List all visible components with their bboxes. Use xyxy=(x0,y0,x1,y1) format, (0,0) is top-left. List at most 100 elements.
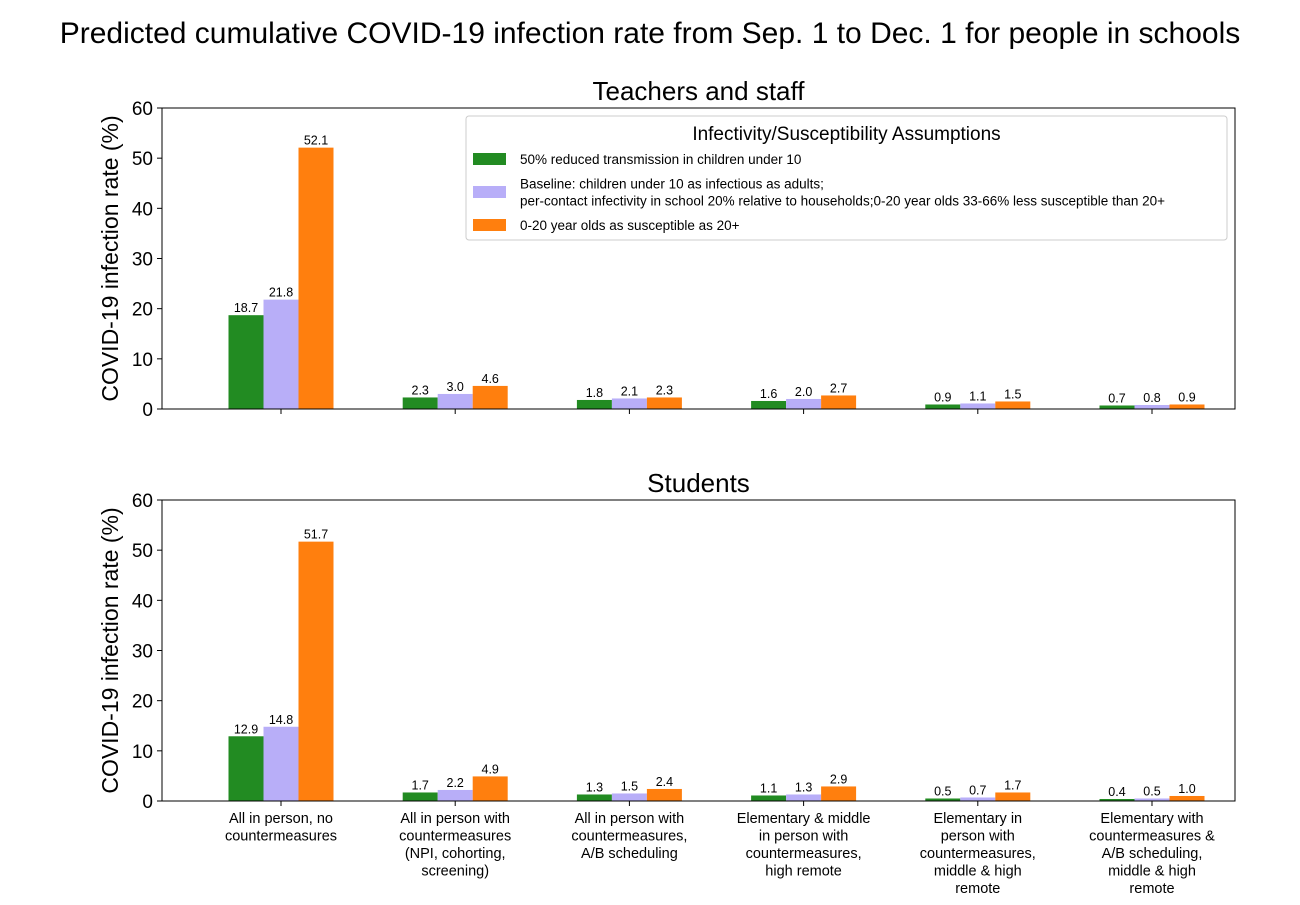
x-tick-label-line: (NPI, cohorting, xyxy=(405,846,506,862)
bar xyxy=(611,793,647,801)
bar xyxy=(751,795,787,801)
legend: Infectivity/Susceptibility Assumptions 50… xyxy=(465,115,1228,241)
x-tick-label-line: countermeasures xyxy=(225,829,337,845)
bar-label: 0.7 xyxy=(1108,391,1125,405)
bar xyxy=(786,398,822,409)
legend-entry-line: per-contact infectivity in school 20% re… xyxy=(520,194,1165,209)
x-tick-label-line: Elementary & middle xyxy=(737,811,871,827)
bar xyxy=(1169,795,1205,801)
x-tick-label: Elementary in person with countermeasures,… xyxy=(920,811,1036,897)
x-tick-label-line: countermeasures, xyxy=(920,846,1036,862)
bar-label: 1.5 xyxy=(1004,387,1021,401)
bar xyxy=(263,726,299,801)
bar xyxy=(646,397,682,409)
bar-label: 1.1 xyxy=(969,389,986,403)
bar xyxy=(437,789,473,801)
bar xyxy=(960,403,996,409)
bar xyxy=(298,541,334,801)
legend-entry-label: 0-20 year olds as susceptible as 20+ xyxy=(520,218,740,233)
y-tick-label: 0 xyxy=(142,792,153,813)
bar-label: 4.6 xyxy=(482,372,499,386)
x-tick-label: Elementary & middle in person with counter… xyxy=(737,811,871,880)
bar xyxy=(437,393,473,409)
bar-label: 2.2 xyxy=(447,776,464,790)
bar-label: 1.7 xyxy=(412,778,429,792)
bar xyxy=(751,400,787,409)
x-tick-label-line: countermeasures xyxy=(399,829,511,845)
bar-label: 0.8 xyxy=(1143,391,1160,405)
y-tick-label: 0 xyxy=(142,400,153,421)
bar xyxy=(925,798,961,801)
legend-entry-line: Baseline: children under 10 as infectiou… xyxy=(520,177,824,192)
panel-title: Teachers and staff xyxy=(593,76,806,106)
bar-label: 12.9 xyxy=(234,722,258,736)
bar-label: 0.7 xyxy=(969,783,986,797)
bar xyxy=(995,792,1031,801)
bar xyxy=(1134,798,1170,801)
bar xyxy=(472,385,508,409)
x-tick-label-line: All in person with xyxy=(400,811,510,827)
y-tick-label: 20 xyxy=(132,692,153,713)
bar xyxy=(576,399,612,409)
bar-label: 2.3 xyxy=(412,383,429,397)
bar-label: 0.9 xyxy=(1178,390,1195,404)
y-tick-label: 10 xyxy=(132,742,153,763)
panel-students: Students 12.9 1.7 1.3 1.1 0.5 0.4 14.8 2.2 1.5 1.3… xyxy=(97,468,1236,897)
x-tick-label: All in person, no countermeasures xyxy=(225,811,337,845)
bar xyxy=(472,776,508,801)
bar-label: 2.7 xyxy=(830,381,847,395)
panel-teachers-and-staff: Teachers and staff 18.7 2.3 1.8 1.6 0.9 0.7 21.… xyxy=(97,76,1236,421)
bar xyxy=(402,397,438,409)
bar-label: 1.5 xyxy=(621,779,638,793)
x-tick-label-line: countermeasures & xyxy=(1089,829,1215,845)
panel-title: Students xyxy=(647,468,750,498)
x-tick-label-line: All in person, no xyxy=(229,811,333,827)
bar-label: 4.9 xyxy=(482,762,499,776)
bar-label: 52.1 xyxy=(304,134,328,148)
x-tick-label-line: Elementary in xyxy=(933,811,1022,827)
bar-label: 0.5 xyxy=(934,784,951,798)
bar xyxy=(298,147,334,410)
bar-label: 1.8 xyxy=(586,386,603,400)
y-tick-label: 60 xyxy=(132,491,153,512)
x-tick-label-line: middle & high xyxy=(1108,864,1196,880)
y-tick-label: 30 xyxy=(132,250,153,271)
bar xyxy=(1099,405,1135,409)
bar-label: 0.4 xyxy=(1108,785,1125,799)
legend-entry-label: 50% reduced transmission in children und… xyxy=(520,152,801,167)
y-tick-label: 50 xyxy=(132,541,153,562)
bar xyxy=(925,404,961,409)
bar xyxy=(821,786,857,801)
bar xyxy=(646,788,682,801)
x-tick-label: Elementary with countermeasures & A/B sche… xyxy=(1089,811,1215,897)
legend-swatch xyxy=(473,186,506,198)
y-tick-label: 40 xyxy=(132,591,153,612)
y-tick-label: 20 xyxy=(132,300,153,321)
x-tick-label-line: countermeasures, xyxy=(571,829,687,845)
y-axis-label: COVID-19 infection rate (%) xyxy=(97,507,123,793)
x-tick-label-line: middle & high xyxy=(934,864,1022,880)
bar-label: 51.7 xyxy=(304,528,328,542)
y-tick-label: 50 xyxy=(132,149,153,170)
bar xyxy=(576,794,612,801)
bar-label: 2.1 xyxy=(621,384,638,398)
x-tick-label-line: A/B scheduling xyxy=(581,846,678,862)
x-tick-label-line: person with xyxy=(941,829,1015,845)
bar-label: 2.9 xyxy=(830,772,847,786)
bar xyxy=(228,736,264,801)
bar xyxy=(786,794,822,801)
bar-label: 1.3 xyxy=(586,780,603,794)
x-tick-label-line: All in person with xyxy=(575,811,685,827)
bar xyxy=(611,398,647,409)
bar xyxy=(821,395,857,409)
bar-label: 18.7 xyxy=(234,301,258,315)
figure-title: Predicted cumulative COVID-19 infection … xyxy=(60,17,1241,50)
legend-title: Infectivity/Susceptibility Assumptions xyxy=(692,124,1000,145)
x-tick-label-line: remote xyxy=(1129,881,1174,897)
bar-label: 21.8 xyxy=(269,286,293,300)
y-tick-label: 40 xyxy=(132,199,153,220)
x-tick-label-line: remote xyxy=(955,881,1000,897)
bar xyxy=(995,401,1031,409)
bar xyxy=(402,792,438,801)
